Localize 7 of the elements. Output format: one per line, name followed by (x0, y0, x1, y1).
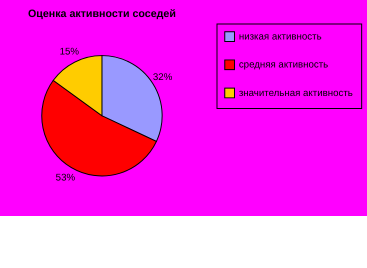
data-label: 32% (152, 72, 173, 84)
chart-title: Оценка активности соседей (28, 8, 176, 20)
legend-label: низкая активность (238, 32, 322, 43)
legend-label: значительная активность (238, 88, 353, 99)
legend-label: средняя активность (238, 60, 328, 71)
data-label: 53% (56, 172, 76, 184)
data-label: 15% (60, 46, 80, 58)
